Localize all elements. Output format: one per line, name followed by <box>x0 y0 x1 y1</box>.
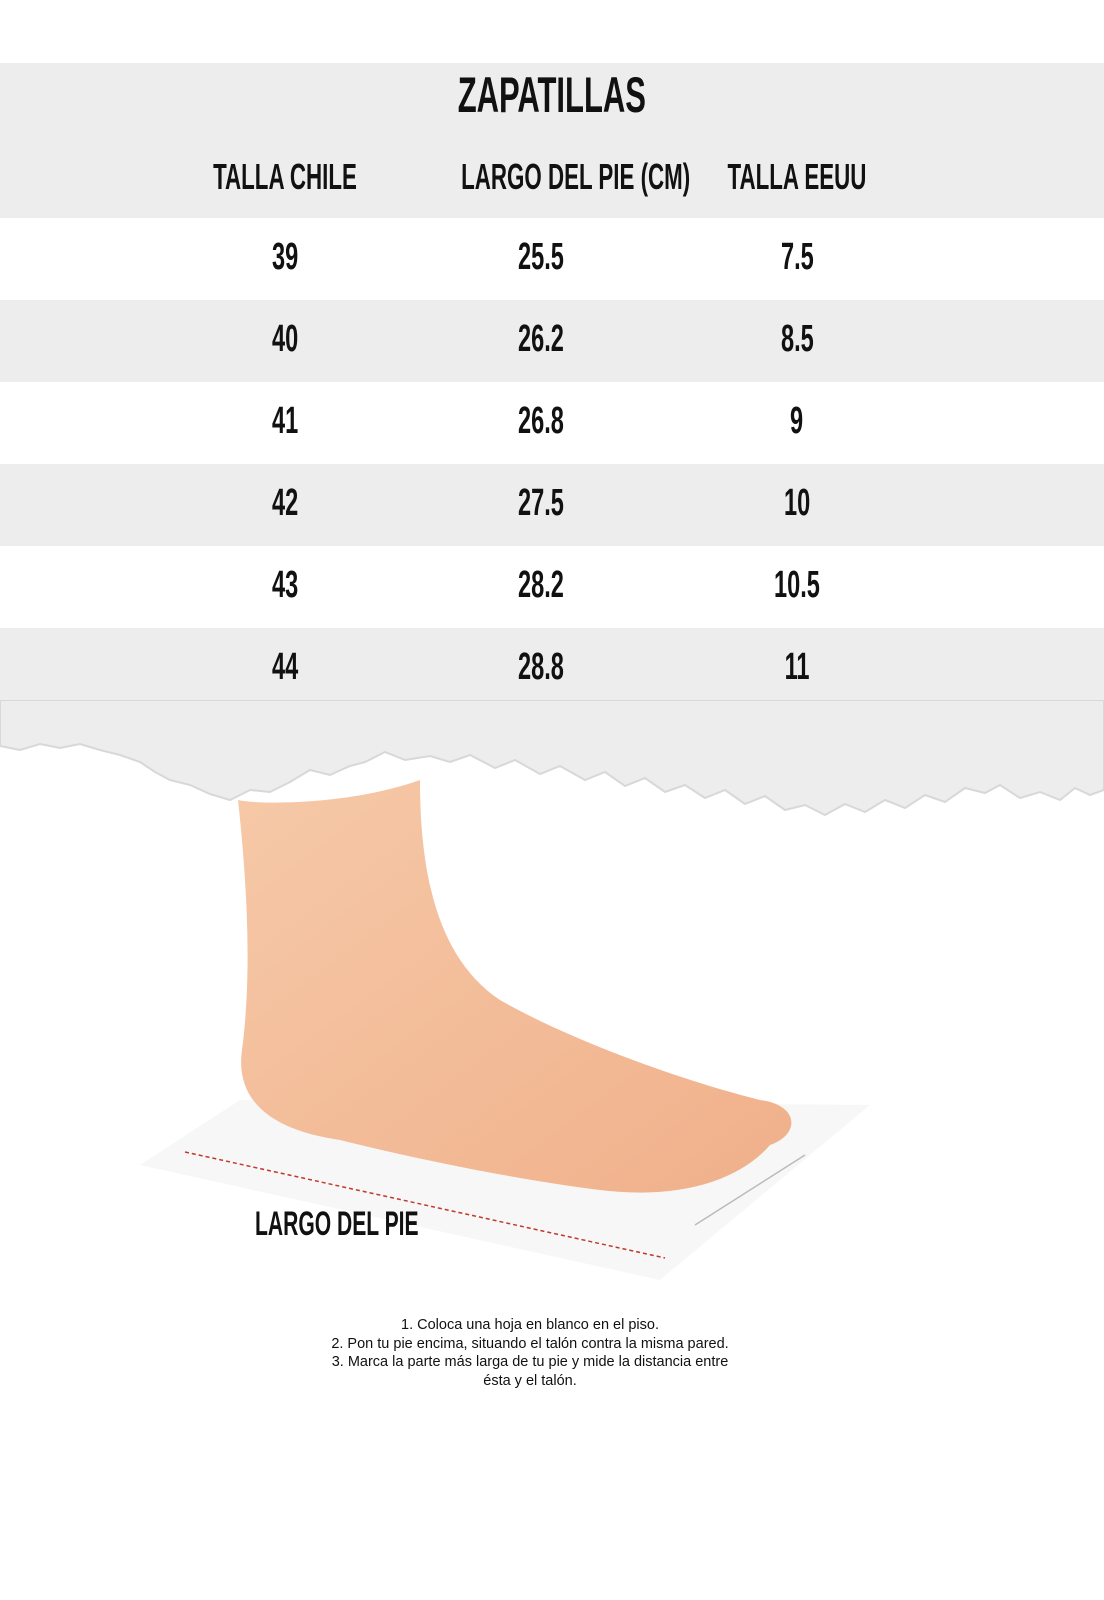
foot-length-label: LARGO DEL PIE <box>255 1205 419 1243</box>
instructions: 1. Coloca una hoja en blanco en el piso.… <box>0 1316 1060 1390</box>
table-cell: 40 <box>271 318 299 360</box>
table-row: 39 25.5 7.5 <box>0 218 1104 300</box>
table-cell: 28.8 <box>518 646 564 688</box>
table-cell: 39 <box>271 236 299 278</box>
column-header-talla-eeuu: TALLA EEUU <box>727 156 867 197</box>
table-cell: 44 <box>271 646 299 688</box>
instruction-line: ésta y el talón. <box>483 1372 577 1389</box>
instruction-line: 3. Marca la parte más larga de tu pie y … <box>331 1354 729 1370</box>
table-cell: 28.2 <box>518 564 564 606</box>
table-cell: 10 <box>783 482 811 524</box>
column-header-talla-chile: TALLA CHILE <box>213 156 357 197</box>
torn-paper-edge <box>0 700 1104 817</box>
table-cell: 10.5 <box>774 564 820 606</box>
table-cell: 11 <box>784 646 810 688</box>
instruction-line: 2. Pon tu pie encima, situando el talón … <box>331 1335 729 1352</box>
table-row: 40 26.2 8.5 <box>0 300 1104 382</box>
instruction-line: 1. Coloca una hoja en blanco en el piso. <box>401 1317 659 1333</box>
table-header-band <box>0 63 1104 218</box>
table-cell: 8.5 <box>780 318 814 360</box>
table-row: 41 26.8 9 <box>0 382 1104 464</box>
table-cell: 42 <box>271 482 299 524</box>
table-row: 42 27.5 10 <box>0 464 1104 546</box>
table-cell: 41 <box>271 400 299 442</box>
table-cell: 27.5 <box>518 482 564 524</box>
column-header-largo-pie: LARGO DEL PIE (CM) <box>461 156 691 197</box>
table-cell: 26.8 <box>518 400 564 442</box>
paper-edge-line <box>694 1154 806 1226</box>
table-cell: 26.2 <box>518 318 564 360</box>
page-title: ZAPATILLAS <box>457 67 647 123</box>
foot-measurement-illustration <box>140 780 870 1280</box>
table-cell: 9 <box>790 400 804 442</box>
foot-icon <box>238 780 792 1193</box>
table-cell: 25.5 <box>518 236 564 278</box>
table-cell: 7.5 <box>780 236 814 278</box>
table-cell: 43 <box>271 564 299 606</box>
measure-line <box>184 1151 666 1259</box>
table-row: 43 28.2 10.5 <box>0 546 1104 628</box>
